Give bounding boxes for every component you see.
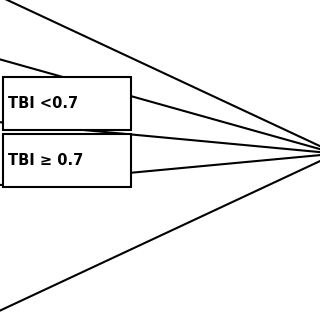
Bar (3, 134, 131, 187)
Text: TBI ≥ 0.7: TBI ≥ 0.7 (8, 153, 83, 168)
Bar (3, 77, 131, 130)
Text: TBI <0.7: TBI <0.7 (8, 96, 78, 111)
